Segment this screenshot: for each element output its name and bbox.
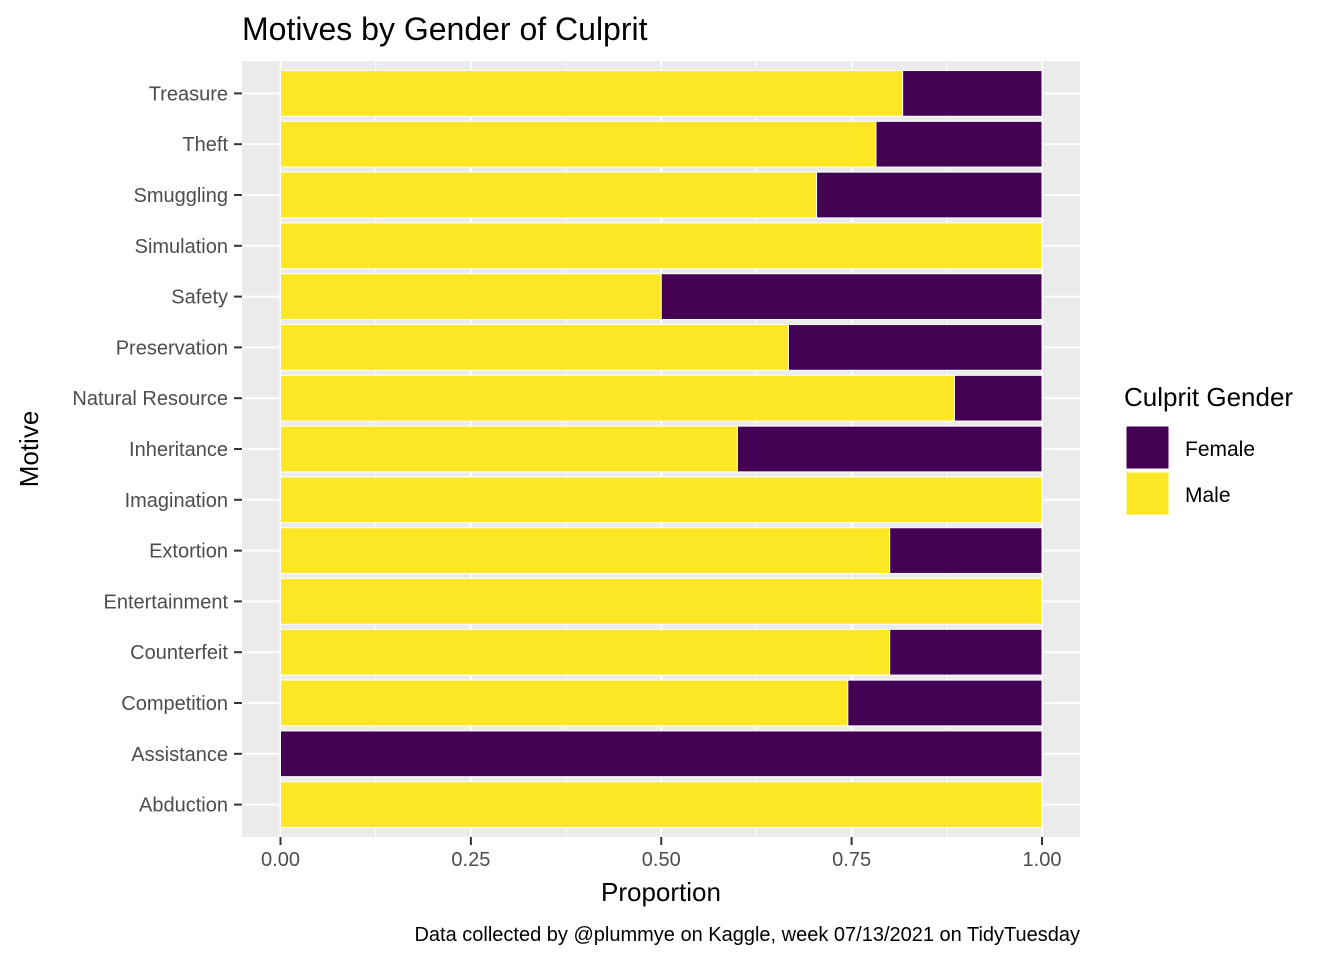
bar-male (280, 578, 1043, 625)
y-tick-label: Simulation (135, 236, 228, 258)
legend: Culprit Gender Female Male (1124, 382, 1293, 516)
x-tick-label: 1.00 (1023, 849, 1062, 871)
y-tick-label: Theft (182, 134, 228, 156)
y-axis-title: Motive (14, 411, 44, 488)
y-tick-label: Natural Resource (72, 388, 228, 410)
bar-female (816, 171, 1043, 219)
bar-female (889, 628, 1043, 676)
bar-male (280, 70, 904, 117)
x-tick-label: 0.75 (832, 849, 871, 871)
bar-female (847, 679, 1043, 727)
legend-label-male: Male (1185, 484, 1231, 507)
bar-female (660, 273, 1043, 320)
bar-male (280, 374, 955, 422)
bar-male (280, 273, 662, 320)
x-tick-label: 0.50 (642, 849, 681, 871)
bar-male (280, 679, 849, 727)
bar-female (902, 70, 1043, 117)
bar-male (280, 222, 1043, 270)
legend-key-female (1125, 425, 1170, 470)
bar-female (280, 730, 1043, 778)
bar-male (280, 425, 738, 473)
y-tick-label: Competition (121, 693, 228, 715)
legend-title: Culprit Gender (1124, 382, 1293, 412)
x-axis: 0.00 0.25 0.50 0.75 1.00 (261, 837, 1061, 871)
legend-key-male (1125, 471, 1170, 516)
y-tick-label: Extortion (149, 541, 228, 563)
y-tick-label: Counterfeit (130, 642, 228, 664)
bar-male (280, 781, 1043, 828)
legend-label-female: Female (1185, 438, 1255, 461)
y-tick-label: Imagination (125, 490, 228, 512)
y-tick-label: Entertainment (103, 591, 228, 613)
y-tick-label: Preservation (116, 337, 228, 359)
bar-male (280, 171, 818, 219)
bar-male (280, 476, 1043, 524)
bar-female (889, 527, 1043, 574)
chart-caption: Data collected by @plummye on Kaggle, we… (414, 924, 1080, 946)
x-tick-label: 0.25 (451, 849, 490, 871)
chart-title: Motives by Gender of Culprit (242, 11, 648, 47)
y-tick-label: Treasure (149, 83, 228, 105)
bar-male (280, 527, 891, 574)
bar-male (280, 324, 789, 371)
x-axis-title: Proportion (601, 877, 721, 907)
y-tick-label: Smuggling (133, 185, 228, 207)
y-tick-label: Inheritance (129, 439, 228, 461)
bar-male (280, 628, 891, 676)
bar-male (280, 120, 877, 168)
y-tick-label: Abduction (139, 795, 228, 817)
y-axis: Abduction Assistance Competition Counterfei… (72, 83, 242, 817)
bar-female (953, 374, 1043, 422)
bar-female (875, 120, 1043, 168)
y-tick-label: Assistance (131, 744, 228, 766)
bars (280, 70, 1043, 828)
y-tick-label: Safety (171, 287, 228, 309)
bar-female (736, 425, 1043, 473)
x-tick-label: 0.00 (261, 849, 300, 871)
bar-female (787, 324, 1043, 371)
